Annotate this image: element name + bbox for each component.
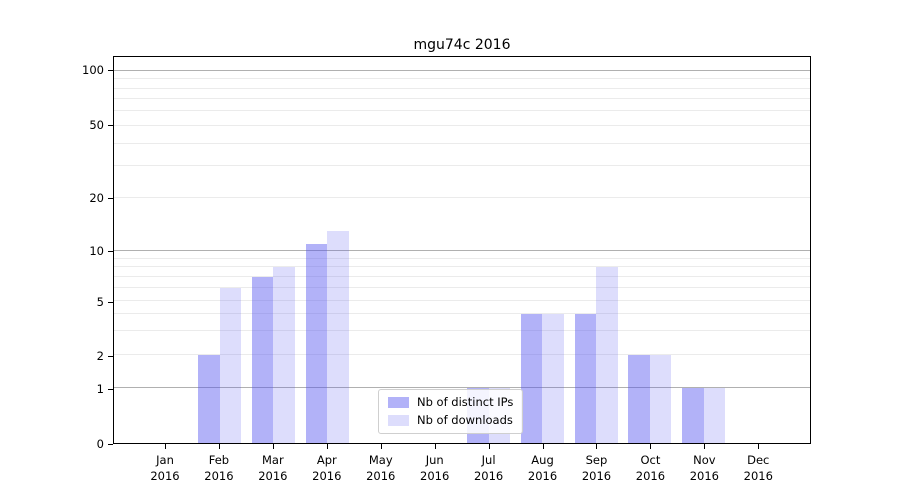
bar-feb-distinct-ips [198, 355, 220, 443]
chart-title: mgu74c 2016 [413, 37, 511, 53]
bar-feb-downloads [219, 288, 242, 443]
gridline-minor-y50 [114, 124, 810, 126]
x-tick-mark [434, 444, 436, 449]
gridline-major-y1 [114, 387, 810, 389]
bar-aug-distinct-ips [520, 314, 543, 443]
gridline-minor-y7 [114, 275, 810, 277]
gridline-minor-y6 [114, 287, 810, 289]
bar-aug-downloads [542, 314, 564, 443]
x-tick-label-jun: Jun 2016 [420, 453, 450, 483]
gridline-minor-y20 [114, 197, 810, 199]
x-tick-mark [272, 444, 274, 449]
bar-sep-downloads [596, 267, 618, 443]
x-tick-label-may: May 2016 [366, 453, 396, 483]
legend-swatch-distinct-ips [388, 397, 409, 408]
y-tick-label-10: 10 [89, 243, 104, 258]
y-tick-label-5: 5 [96, 294, 104, 309]
gridline-minor-y70 [114, 98, 810, 100]
legend-row-downloads: Nb of downloads [388, 414, 513, 427]
y-tick-mark [108, 250, 113, 252]
y-tick-mark [108, 125, 113, 127]
bar-mar-downloads [273, 267, 295, 443]
x-tick-mark [596, 444, 598, 449]
x-tick-mark [542, 444, 544, 449]
x-tick-label-dec: Dec 2016 [743, 453, 773, 483]
bar-nov-downloads [703, 388, 726, 443]
bar-oct-distinct-ips [628, 355, 650, 443]
y-tick-mark [108, 355, 113, 357]
gridline-minor-y3 [114, 330, 810, 332]
x-tick-mark [218, 444, 220, 449]
bar-sep-distinct-ips [574, 314, 597, 443]
legend-swatch-downloads [388, 415, 409, 426]
gridline-minor-y4 [114, 313, 810, 315]
gridline-minor-y9 [114, 257, 810, 259]
y-tick-mark [108, 301, 113, 303]
x-tick-mark [380, 444, 382, 449]
y-tick-label-50: 50 [89, 118, 104, 133]
legend: Nb of distinct IPs Nb of downloads [378, 389, 524, 434]
y-tick-label-2: 2 [96, 348, 104, 363]
gridline-minor-y8 [114, 266, 810, 268]
gridline-minor-y2 [114, 354, 810, 356]
gridline-minor-y30 [114, 165, 810, 167]
x-tick-label-mar: Mar 2016 [258, 453, 288, 483]
bar-apr-distinct-ips [305, 243, 328, 443]
gridline-minor-y5 [114, 300, 810, 302]
gridline-major-y100 [114, 69, 810, 71]
bar-apr-downloads [327, 231, 349, 443]
x-tick-label-apr: Apr 2016 [312, 453, 342, 483]
y-tick-label-0: 0 [96, 437, 104, 451]
y-tick-label-20: 20 [89, 191, 104, 206]
x-tick-label-nov: Nov 2016 [689, 453, 719, 483]
x-tick-label-jul: Jul 2016 [473, 453, 504, 483]
legend-row-distinct-ips: Nb of distinct IPs [388, 396, 513, 409]
x-tick-mark [704, 444, 706, 449]
plot-area: Nb of distinct IPs Nb of downloads [113, 56, 811, 444]
y-tick-mark [108, 389, 113, 391]
bar-oct-downloads [649, 355, 672, 443]
x-tick-label-sep: Sep 2016 [581, 453, 612, 483]
x-tick-label-oct: Oct 2016 [635, 453, 666, 483]
gridline-major-y10 [114, 249, 810, 251]
bar-nov-distinct-ips [682, 388, 704, 443]
x-tick-mark [650, 444, 652, 449]
legend-label-downloads: Nb of downloads [417, 413, 513, 427]
x-tick-label-feb: Feb 2016 [204, 453, 234, 483]
legend-label-distinct-ips: Nb of distinct IPs [417, 395, 514, 409]
x-tick-mark [326, 444, 328, 449]
x-tick-label-jan: Jan 2016 [150, 453, 180, 483]
y-tick-label-1: 1 [96, 382, 104, 397]
y-tick-mark [108, 198, 113, 200]
x-tick-mark [758, 444, 760, 449]
x-tick-label-aug: Aug 2016 [527, 453, 558, 483]
y-tick-mark [108, 444, 113, 445]
gridline-minor-y90 [114, 78, 810, 80]
y-tick-label-100: 100 [82, 62, 104, 77]
x-tick-mark [488, 444, 490, 449]
x-tick-mark [165, 444, 166, 449]
bar-mar-distinct-ips [251, 276, 274, 443]
gridline-minor-y80 [114, 87, 810, 89]
gridline-minor-y40 [114, 142, 810, 144]
gridline-minor-y60 [114, 110, 810, 112]
y-tick-mark [108, 69, 113, 71]
